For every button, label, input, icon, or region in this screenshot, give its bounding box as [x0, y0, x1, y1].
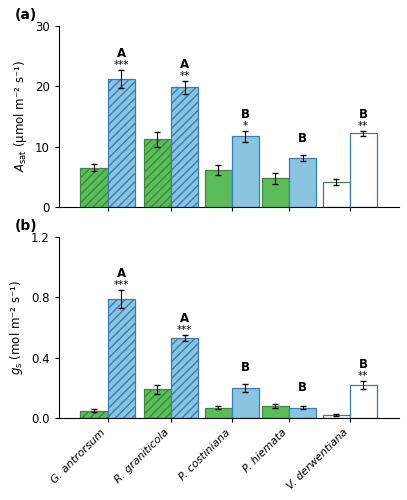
- Text: ***: ***: [114, 280, 129, 290]
- Text: ***: ***: [114, 60, 129, 70]
- Bar: [144, 390, 171, 418]
- Text: B: B: [241, 108, 250, 121]
- Bar: [171, 88, 198, 207]
- Text: B: B: [241, 361, 250, 374]
- Text: *: *: [243, 122, 248, 132]
- Bar: [232, 388, 259, 418]
- Text: A: A: [117, 47, 126, 60]
- Text: B: B: [298, 381, 307, 394]
- Text: **: **: [179, 71, 190, 81]
- Text: **: **: [358, 122, 368, 132]
- Text: **: **: [358, 372, 368, 382]
- Bar: [289, 158, 316, 207]
- Y-axis label: $g_{\mathrm{s}}$ (mol m⁻² s⁻¹): $g_{\mathrm{s}}$ (mol m⁻² s⁻¹): [8, 280, 25, 375]
- Bar: [232, 136, 259, 207]
- Bar: [144, 140, 171, 207]
- Text: A: A: [180, 58, 189, 71]
- Bar: [350, 134, 377, 207]
- Bar: [81, 168, 107, 207]
- Bar: [262, 406, 289, 418]
- Text: B: B: [298, 132, 307, 145]
- Bar: [322, 415, 350, 418]
- Text: (b): (b): [15, 219, 37, 233]
- Bar: [205, 408, 232, 418]
- Text: (a): (a): [15, 8, 37, 22]
- Text: B: B: [359, 108, 368, 121]
- Bar: [81, 410, 107, 418]
- Text: B: B: [359, 358, 368, 371]
- Y-axis label: $A_{\mathrm{sat}}$ (µmol m⁻² s⁻¹): $A_{\mathrm{sat}}$ (µmol m⁻² s⁻¹): [12, 60, 29, 172]
- Bar: [350, 385, 377, 418]
- Text: A: A: [180, 312, 189, 325]
- Text: ***: ***: [177, 326, 193, 336]
- Bar: [107, 299, 135, 418]
- Bar: [322, 182, 350, 207]
- Bar: [289, 408, 316, 418]
- Bar: [262, 178, 289, 207]
- Bar: [171, 338, 198, 418]
- Bar: [205, 170, 232, 207]
- Text: A: A: [117, 266, 126, 280]
- Bar: [107, 79, 135, 207]
